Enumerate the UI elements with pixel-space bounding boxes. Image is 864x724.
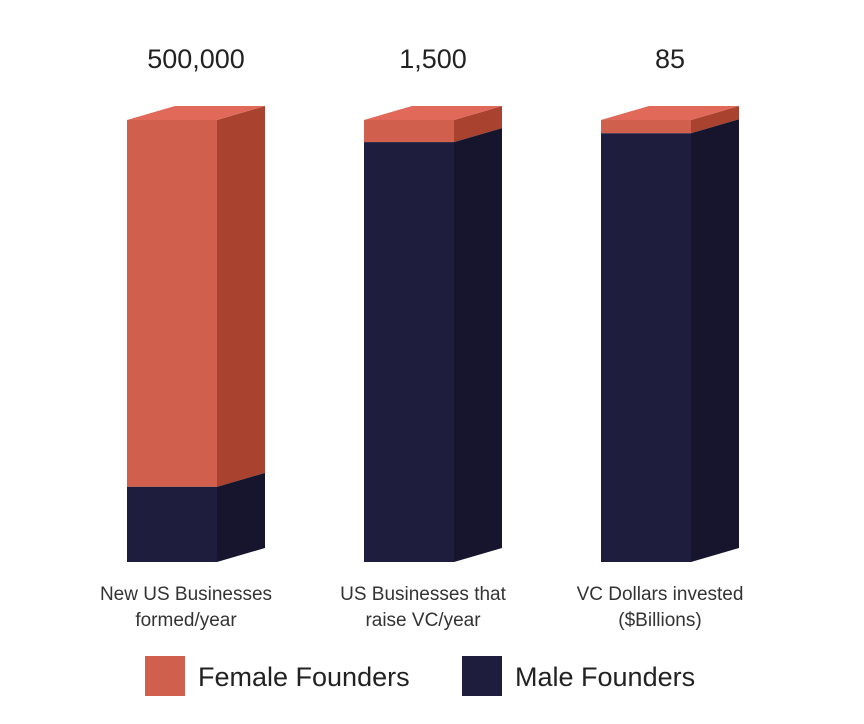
bar-female-side-2 [691, 106, 739, 134]
bar-top-2 [601, 106, 739, 120]
category-label-2-line-1: ($Billions) [618, 610, 701, 631]
legend-label-1: Male Founders [515, 662, 695, 692]
bar-male-side-1 [454, 128, 502, 562]
legend: Female Founders Male Founders [145, 656, 695, 696]
bar-male-front-2 [601, 133, 691, 562]
bar-male-side-2 [691, 119, 739, 562]
legend-swatch-1 [462, 656, 502, 696]
legend-swatch-0 [145, 656, 185, 696]
bar-2 [601, 106, 739, 562]
category-label-2-line-0: VC Dollars invested [577, 584, 744, 605]
bar-1 [364, 106, 502, 562]
bar-male-front-1 [364, 142, 454, 562]
bars-group [127, 106, 739, 562]
bar-female-front-1 [364, 120, 454, 143]
category-label-1-line-1: raise VC/year [365, 610, 481, 631]
total-label-0: 500,000 [147, 44, 245, 74]
bar-female-side-0 [217, 106, 265, 487]
total-label-1: 1,500 [399, 44, 467, 74]
total-labels-group: 500,000 1,500 85 [147, 44, 685, 74]
legend-item-1: Male Founders [462, 656, 695, 696]
bar-0 [127, 106, 265, 562]
bar-top-0 [127, 106, 265, 120]
bar-male-side-0 [217, 472, 265, 562]
bar-female-front-0 [127, 120, 217, 487]
total-label-2: 85 [655, 44, 685, 74]
bar-male-front-0 [127, 486, 217, 562]
bar-female-side-1 [454, 106, 502, 143]
legend-label-0: Female Founders [198, 662, 410, 692]
category-labels-group: New US Businesses formed/year US Businesse… [100, 584, 743, 631]
category-label-1-line-0: US Businesses that [340, 584, 507, 605]
bar-top-1 [364, 106, 502, 120]
legend-item-0: Female Founders [145, 656, 410, 696]
bar-female-front-2 [601, 120, 691, 134]
category-label-0-line-1: formed/year [135, 610, 237, 631]
category-label-0-line-0: New US Businesses [100, 584, 272, 605]
